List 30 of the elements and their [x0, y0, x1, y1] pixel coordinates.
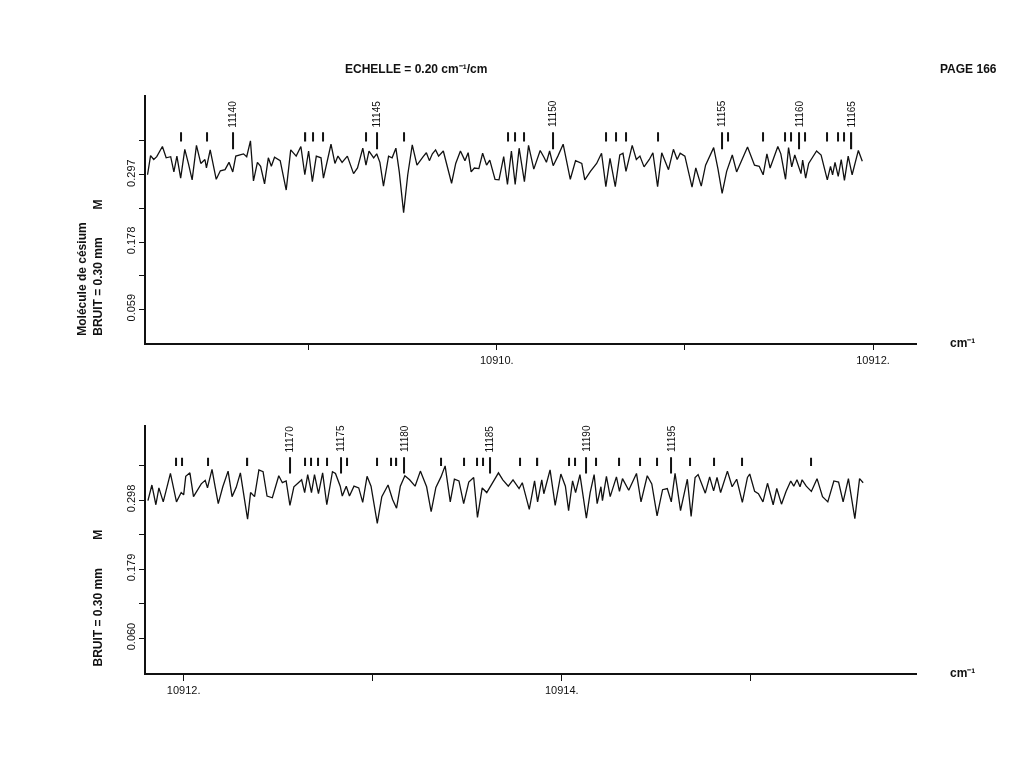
text: PAGE 166: [940, 62, 997, 76]
annotation: 11140: [226, 100, 238, 128]
y-axis-title: Molécule de césium BRUIT = 0.30 mm: [75, 222, 105, 336]
x-tick-label: 10910.: [479, 353, 514, 366]
y-tick-label: 0.179: [124, 553, 137, 582]
x-tick-label: 10912.: [166, 683, 201, 696]
x-axis-title: cm⁻¹: [950, 336, 976, 350]
annotation: 11180: [398, 425, 410, 452]
y-tick-label: 0.059: [124, 293, 137, 322]
annotation: 11175: [335, 425, 347, 452]
annotation: 11155: [716, 100, 728, 127]
x-tick-label: 10912.: [856, 353, 890, 366]
text: M: [91, 199, 106, 210]
annotation: 11145: [370, 100, 382, 128]
x-axis-title: cm⁻¹: [950, 666, 976, 680]
annotation: 11170: [284, 425, 296, 453]
y-axis-title: BRUIT = 0.30 mm: [91, 568, 106, 667]
y-tick-label: 0.178: [124, 226, 137, 255]
annotation: 11160: [793, 100, 805, 128]
text: M: [91, 529, 106, 540]
chart-title: ECHELLE = 0.20 cm⁻¹/cm: [345, 62, 488, 76]
annotation: 11165: [845, 100, 857, 128]
y-tick-label: 0.060: [124, 622, 137, 651]
x-tick-label: 10914.: [544, 683, 579, 696]
annotation: 11185: [484, 425, 496, 453]
annotation: 11150: [547, 100, 559, 128]
y-tick-label: 0.298: [124, 484, 137, 513]
annotation: 11195: [665, 425, 677, 452]
annotation: 11190: [580, 425, 592, 452]
y-tick-label: 0.297: [124, 159, 137, 187]
